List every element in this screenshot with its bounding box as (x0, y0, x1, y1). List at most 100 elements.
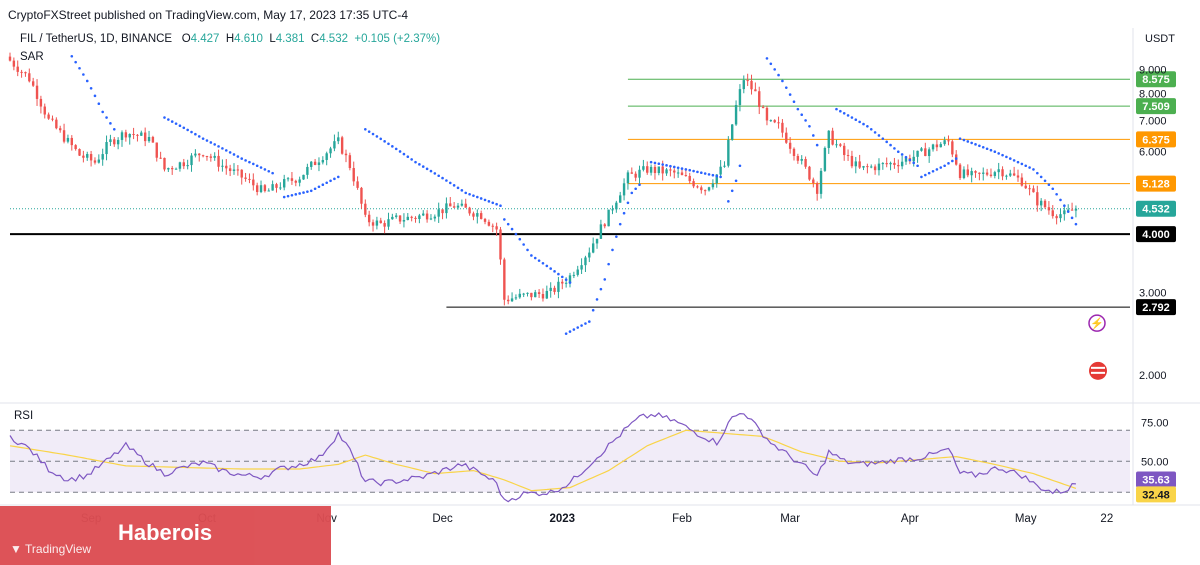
candle-body (700, 187, 703, 191)
candle-body (738, 89, 742, 106)
candle-body (360, 187, 363, 204)
level-8575-label: 8.575 (1142, 74, 1170, 86)
candle-body (831, 130, 834, 145)
candle-body (310, 161, 313, 167)
sar-dot (194, 132, 197, 136)
sar-dot (541, 261, 545, 265)
sar-dot (607, 262, 610, 266)
candle-body (958, 164, 962, 178)
candle-body (375, 220, 379, 226)
candle-body (255, 185, 259, 193)
candle-body (503, 259, 506, 300)
candle-body (140, 132, 143, 136)
candle-body (966, 169, 969, 176)
candle-body (545, 290, 549, 299)
candle-body (924, 148, 927, 157)
sar-dot (738, 164, 742, 168)
sar-dot (560, 275, 564, 279)
candle-body (321, 159, 325, 163)
candle-body (178, 162, 182, 169)
candle-body (619, 195, 622, 203)
sar-dot (873, 131, 877, 134)
sar-dot (190, 130, 193, 134)
level-4000-pill (1136, 226, 1176, 243)
sar-dot (777, 73, 780, 77)
candle-body (395, 215, 398, 217)
candle-body (858, 161, 861, 168)
sar-dot (769, 62, 773, 66)
candle-body (661, 166, 664, 174)
sar-dot (479, 197, 483, 200)
sar-dot (1028, 166, 1031, 169)
candle-body (843, 145, 846, 156)
sar-dot (174, 122, 178, 125)
sar-dot (885, 140, 888, 144)
sar-dot (981, 145, 985, 149)
level-2792-label: 2.792 (1142, 302, 1170, 314)
candle-body (734, 105, 738, 125)
symbol-label[interactable]: FIL / TetherUS, 1D, BINANCE (20, 33, 173, 45)
sar-dot (364, 128, 367, 131)
sar-dot (437, 174, 440, 178)
rsi-ma-value-pill (1136, 486, 1176, 503)
candle-body (823, 147, 827, 171)
currency-label[interactable]: USDT (1145, 33, 1175, 45)
sar-dot (163, 116, 166, 119)
price-tick: 3.000 (1139, 288, 1167, 300)
sar-dot (866, 125, 869, 128)
tradingview-logo: ▼ TradingView (10, 542, 91, 556)
candle-body (190, 155, 193, 166)
time-label: Feb (672, 513, 692, 525)
candle-body (646, 166, 649, 173)
sar-dot (321, 183, 325, 187)
candle-body (537, 292, 541, 295)
open-label: O (181, 33, 191, 45)
sar-dot (101, 110, 104, 114)
candle-body (433, 216, 437, 219)
candle-body (630, 172, 633, 174)
candle-body (1059, 214, 1062, 219)
sar-dot (402, 152, 406, 156)
candle-body (692, 181, 695, 187)
candle-body (866, 166, 869, 168)
sar-dot (804, 119, 807, 122)
sar-dot (696, 170, 699, 174)
sar-dot (889, 143, 892, 147)
sar-dot (931, 169, 935, 173)
candle-body (1016, 175, 1020, 178)
sar-indicator-label[interactable]: SAR (20, 51, 44, 63)
sar-dot (939, 166, 943, 169)
candle-body (518, 293, 521, 298)
sar-dot (313, 187, 317, 191)
sar-dot (85, 79, 89, 83)
candle-body (344, 153, 348, 156)
sar-dot (858, 120, 861, 124)
candle-body (47, 114, 50, 119)
candle-body (642, 166, 645, 170)
open-value: 4.427 (190, 33, 220, 45)
rsi-indicator-label[interactable]: RSI (14, 410, 34, 422)
candle-body (294, 180, 297, 183)
high-label: H (225, 33, 235, 45)
sar-dot (958, 137, 962, 140)
sar-dot (483, 198, 487, 202)
candle-body (1067, 209, 1070, 211)
candle-body (132, 133, 135, 135)
candle-body (89, 154, 93, 161)
candle-body (599, 224, 603, 239)
sar-dot (669, 164, 672, 168)
candle-body (588, 252, 591, 258)
candle-body (510, 298, 514, 302)
low-label: L (269, 33, 276, 45)
rsi-tick: 75.00 (1141, 418, 1169, 430)
candle-body (275, 184, 278, 188)
time-label: 2023 (549, 513, 575, 525)
sar-dot (916, 164, 919, 168)
time-label: Dec (432, 513, 453, 525)
candle-body (804, 159, 807, 167)
candle-body (263, 185, 267, 192)
sar-dot (537, 259, 541, 262)
candle-body (116, 139, 120, 145)
candle-body (711, 183, 715, 188)
sar-dot (676, 166, 680, 170)
